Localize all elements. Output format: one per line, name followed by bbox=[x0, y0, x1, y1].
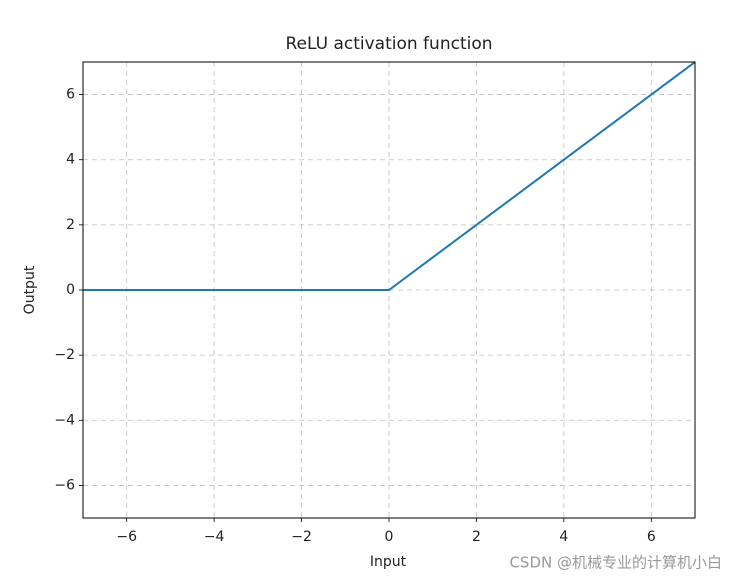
y-tick-label: 6 bbox=[66, 87, 75, 103]
x-tick-label: −6 bbox=[116, 529, 137, 545]
line bbox=[83, 62, 695, 291]
x-axis-label: Input bbox=[370, 554, 407, 570]
y-tick-label: −2 bbox=[54, 347, 75, 363]
chart-title: ReLU activation function bbox=[285, 34, 492, 54]
x-tick-label: 6 bbox=[647, 529, 656, 545]
y-tick-label: 0 bbox=[66, 282, 75, 298]
x-tick-label: 0 bbox=[385, 529, 394, 545]
y-tick-label: −6 bbox=[54, 477, 75, 493]
x-tick-label: −4 bbox=[204, 529, 225, 545]
y-axis-label: Output bbox=[22, 265, 38, 314]
y-tick-label: −4 bbox=[54, 412, 75, 428]
x-tick-label: −2 bbox=[291, 529, 312, 545]
plot-frame bbox=[82, 61, 696, 519]
watermark: CSDN @机械专业的计算机小白 bbox=[509, 554, 722, 572]
x-tick-label: 2 bbox=[472, 529, 481, 545]
y-tick-label: 4 bbox=[66, 152, 75, 168]
x-tick-label: 4 bbox=[559, 529, 568, 545]
y-tick-label: 2 bbox=[66, 217, 75, 233]
